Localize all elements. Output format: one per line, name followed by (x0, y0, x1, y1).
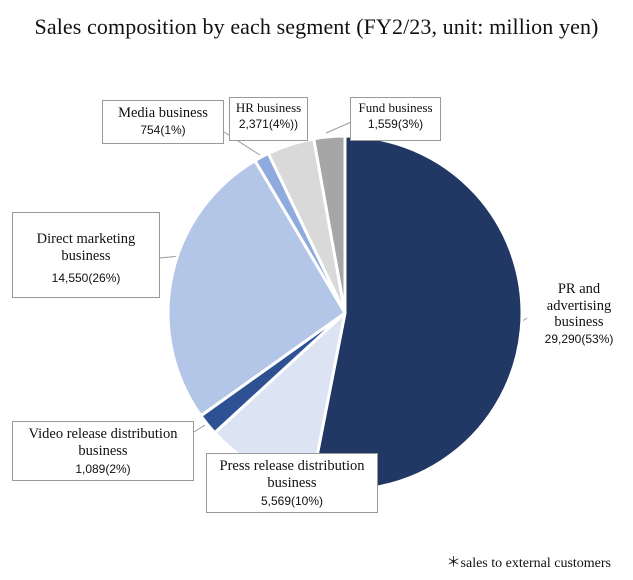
slice-value-label: 1,559(3%) (367, 116, 424, 131)
pie-slice-direct-marketing (166, 159, 347, 418)
chart-title: Sales composition by each segment (FY2/2… (34, 14, 599, 39)
slice-name: business (267, 474, 317, 491)
slice-name: Press release distribution (219, 458, 365, 474)
pie-slice-pr-advertising (309, 134, 524, 492)
slice-name: Direct marketing (36, 231, 136, 247)
slice-value-label: 29,290(53%) (544, 332, 614, 347)
label-hr: HR business 2,371(4%)) (229, 97, 308, 141)
slice-name: Video release distribution (28, 426, 178, 442)
slice-name: Media business (118, 105, 208, 121)
footnote: ＊sales to external customers (446, 556, 611, 571)
label-direct-marketing: Direct marketing business 14,550(26%) (12, 212, 160, 298)
slice-name: business (61, 247, 111, 264)
slice-value-label: 14,550(26%) (51, 271, 121, 286)
label-video-release: Video release distribution business 1,08… (12, 421, 194, 481)
label-media: Media business 754(1%) (102, 100, 224, 144)
slice-name: advertising (546, 297, 612, 314)
pie-slice-fund (312, 134, 347, 315)
slice-name: HR business (235, 100, 302, 115)
label-pr-advertising: PR and advertising business 29,290(53%) (527, 281, 631, 353)
label-fund: Fund business 1,559(3%) (350, 97, 441, 141)
slice-name: Fund business (358, 100, 433, 115)
slice-value-label: 2,371(4%)) (238, 116, 299, 131)
slice-value-label: 1,089(2%) (75, 462, 131, 477)
slice-name: business (78, 442, 128, 459)
leader-line-video-release (193, 424, 206, 433)
label-press-release: Press release distribution business 5,56… (206, 453, 378, 513)
slice-value-label: 754(1%) (140, 122, 186, 137)
slice-value-label: 5,569(10%) (260, 494, 324, 509)
slice-name: business (554, 314, 604, 331)
slice-name: PR and (557, 281, 601, 297)
